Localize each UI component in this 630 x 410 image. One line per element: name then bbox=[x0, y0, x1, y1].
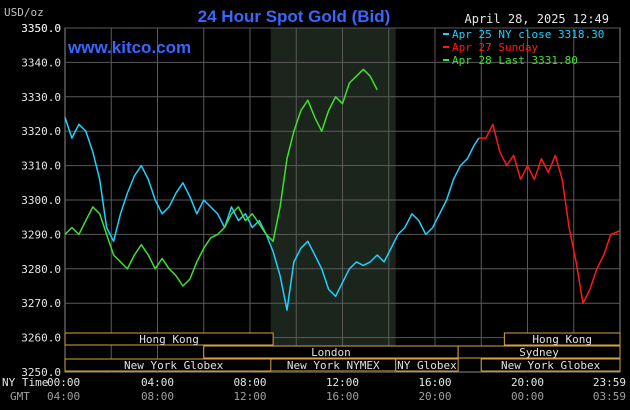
plot-area bbox=[64, 27, 621, 373]
x-tick-label-ny: 16:00 bbox=[418, 376, 451, 389]
x-tick-label-ny: 00:00 bbox=[47, 376, 80, 389]
y-tick-label: 3330.0 bbox=[21, 91, 61, 104]
series-line-0 bbox=[64, 117, 480, 311]
date-time-label: April 28, 2025 12:49 bbox=[465, 12, 610, 26]
y-tick-label: 3320.0 bbox=[21, 125, 61, 138]
session-label: New York Globex bbox=[124, 359, 224, 372]
y-axis-unit-label: USD/oz bbox=[4, 6, 44, 19]
session-bar bbox=[457, 345, 621, 359]
x-tick-label-ny: 23:59 bbox=[593, 376, 626, 389]
y-tick-label: 3350.0 bbox=[21, 22, 61, 35]
session-label: New York Globex bbox=[501, 359, 601, 372]
legend-label-1: Apr 27 Sunday bbox=[452, 41, 538, 54]
x-tick-label-ny: 04:00 bbox=[141, 376, 174, 389]
session-bar bbox=[395, 358, 459, 372]
session-label: New York NYMEX bbox=[287, 359, 380, 372]
y-bottom-label: 3250.0 bbox=[21, 366, 61, 379]
x-tick-label-gmt: 03:59 bbox=[593, 390, 626, 403]
legend-label-2: Apr 28 Last 3331.80 bbox=[452, 54, 578, 67]
y-tick-label: 3260.0 bbox=[21, 332, 61, 345]
x-tick-label-gmt: 04:00 bbox=[47, 390, 80, 403]
y-tick-label: 3340.0 bbox=[21, 56, 61, 69]
x-tick-label-gmt: 08:00 bbox=[141, 390, 174, 403]
session-bar bbox=[503, 332, 621, 346]
legend-label-0: Apr 25 NY close 3318.30 bbox=[452, 28, 604, 41]
y-tick-label: 3290.0 bbox=[21, 228, 61, 241]
series-line-1 bbox=[478, 123, 620, 304]
chart-title: 24 Hour Spot Gold (Bid) bbox=[198, 7, 391, 26]
y-tick-label: 3300.0 bbox=[21, 194, 61, 207]
x-axis: 00:0004:0004:0008:0008:0012:0012:0016:00… bbox=[47, 376, 626, 403]
x-tick-label-gmt: 12:00 bbox=[233, 390, 266, 403]
x-row-label-gmt: GMT bbox=[10, 390, 30, 403]
y-tick-label: 3310.0 bbox=[21, 160, 61, 173]
y-top-label: 3350.0 bbox=[21, 22, 61, 35]
x-tick-label-ny: 20:00 bbox=[511, 376, 544, 389]
trading-session-bars: Hong Kong London New York Globex New York N… bbox=[64, 332, 621, 372]
session-label: Hong Kong bbox=[139, 333, 199, 346]
session-label: Hong Kong bbox=[532, 333, 592, 346]
session-label: Sydney bbox=[519, 346, 559, 359]
x-tick-label-gmt: 20:00 bbox=[418, 390, 451, 403]
session-bar bbox=[480, 358, 621, 372]
y-axis: 3260.0 3270.0 3280.0 3290.0 3300.0 3310.0 3320… bbox=[21, 22, 61, 379]
watermark-text: www.kitco.com bbox=[67, 38, 191, 57]
x-tick-label-ny: 12:00 bbox=[326, 376, 359, 389]
x-tick-label-gmt: 16:00 bbox=[326, 390, 359, 403]
series-line-2 bbox=[64, 68, 378, 287]
session-label: London bbox=[311, 346, 351, 359]
x-tick-label-ny: 08:00 bbox=[233, 376, 266, 389]
y-tick-label: 3280.0 bbox=[21, 263, 61, 276]
y-tick-label: 3270.0 bbox=[21, 297, 61, 310]
session-bar bbox=[64, 332, 274, 346]
session-label: NY Globex bbox=[397, 359, 457, 372]
x-row-label-ny: NY Time bbox=[2, 376, 48, 389]
x-tick-label-gmt: 00:00 bbox=[511, 390, 544, 403]
